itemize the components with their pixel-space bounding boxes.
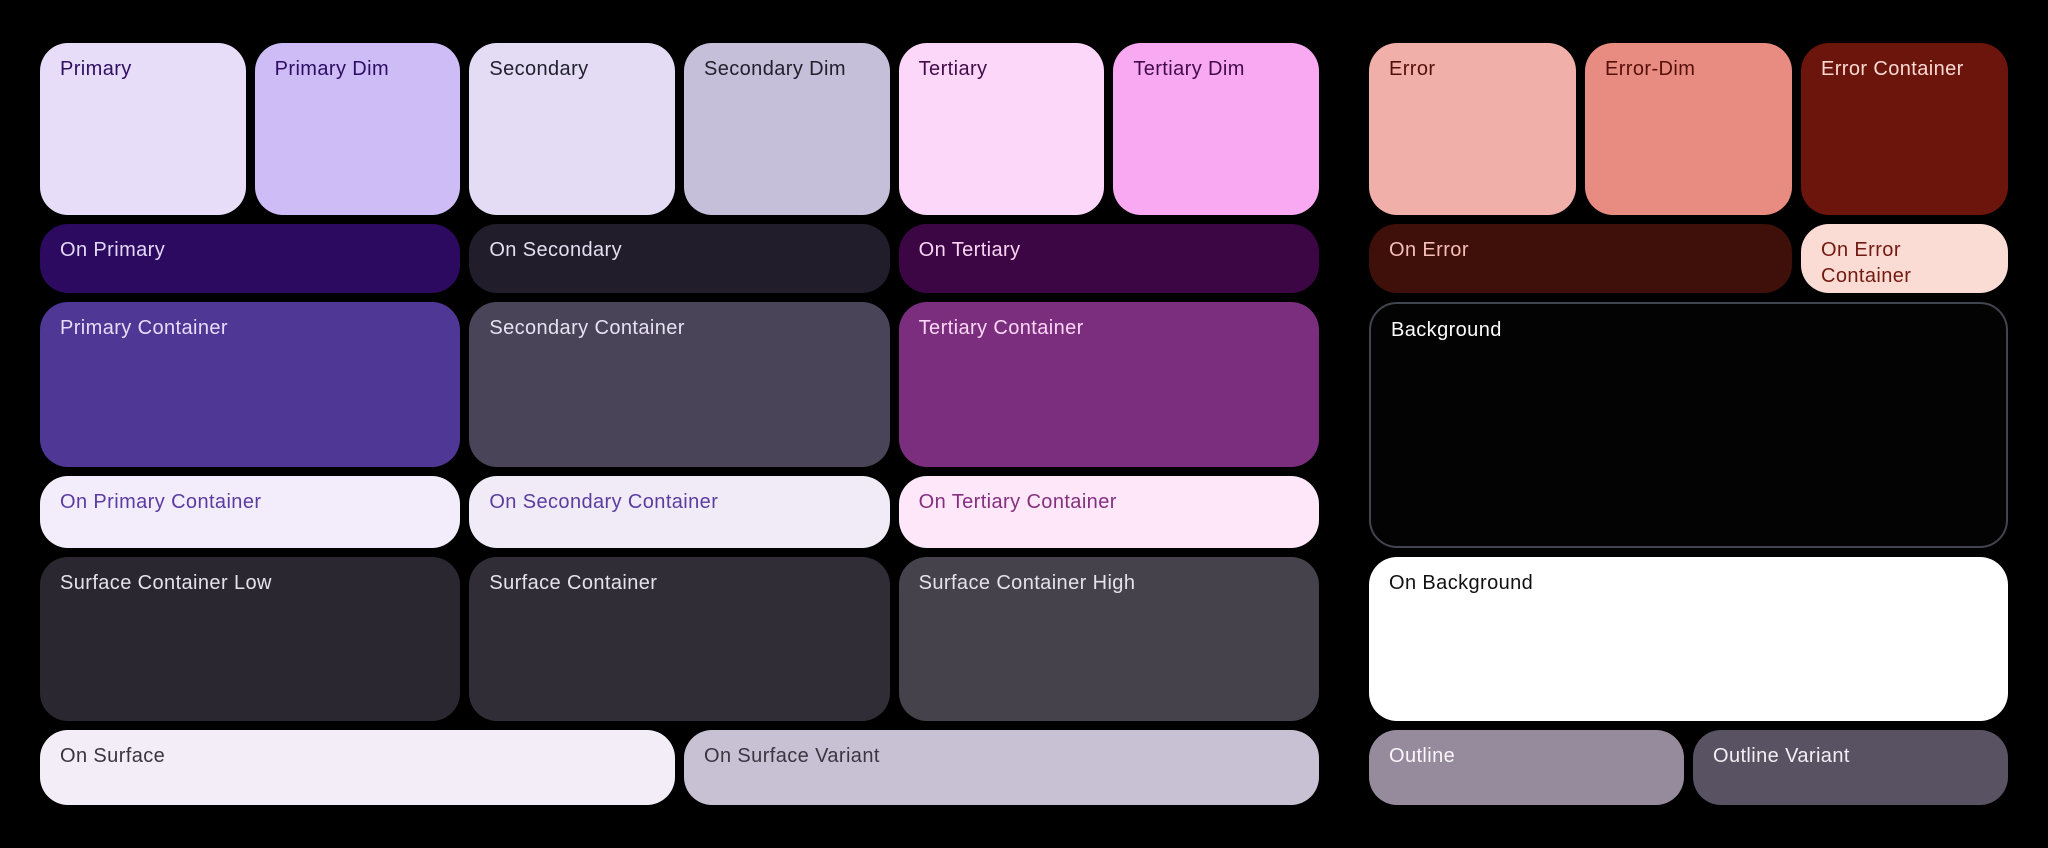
swatch-primary-container-label: Primary Container: [60, 317, 228, 339]
swatch-error-label: Error: [1389, 58, 1436, 80]
swatch-surface-container-label: Surface Container: [489, 572, 658, 594]
swatch-on-surface-variant-label: On Surface Variant: [704, 745, 880, 767]
swatch-secondary-label: Secondary: [489, 58, 589, 80]
theme-palette-main-section: Primary Primary Dim Secondary Secondary …: [40, 43, 1319, 805]
swatch-on-error-container: On Error Container: [1801, 224, 2008, 293]
swatch-outline: Outline: [1369, 730, 1684, 805]
swatch-on-secondary-label: On Secondary: [489, 239, 622, 261]
swatch-on-primary-label: On Primary: [60, 239, 166, 261]
swatch-surface-container-low-label: Surface Container Low: [60, 572, 272, 594]
swatch-on-primary-container-label: On Primary Container: [60, 491, 262, 513]
swatch-secondary-dim-label: Secondary Dim: [704, 58, 846, 80]
swatch-on-tertiary-label: On Tertiary: [918, 239, 1021, 261]
swatch-on-error-container-label: On Error Container: [1821, 239, 1912, 288]
swatch-error-dim: Error-Dim: [1585, 43, 1792, 215]
swatch-secondary-container-label: Secondary Container: [489, 317, 685, 339]
swatch-background: Background: [1369, 302, 2008, 548]
swatch-on-surface-variant: On Surface Variant: [684, 730, 1319, 805]
swatch-on-error: On Error: [1369, 224, 1792, 293]
swatch-on-primary-container: On Primary Container: [40, 476, 461, 548]
swatch-surface-container-high: Surface Container High: [898, 557, 1319, 721]
swatch-error-dim-label: Error-Dim: [1605, 58, 1696, 80]
swatch-error: Error: [1369, 43, 1576, 215]
swatch-on-tertiary-container: On Tertiary Container: [898, 476, 1319, 548]
swatch-on-surface: On Surface: [40, 730, 675, 805]
swatch-on-surface-label: On Surface: [60, 745, 166, 767]
swatch-primary-dim: Primary Dim: [254, 43, 461, 215]
swatch-outline-variant-label: Outline Variant: [1713, 745, 1850, 767]
swatch-tertiary-dim-label: Tertiary Dim: [1133, 58, 1245, 80]
swatch-outline-label: Outline: [1389, 745, 1456, 767]
swatch-primary-dim-label: Primary Dim: [274, 58, 390, 80]
swatch-on-secondary-container: On Secondary Container: [469, 476, 890, 548]
swatch-on-tertiary: On Tertiary: [898, 224, 1319, 293]
swatch-on-background: On Background: [1369, 557, 2008, 721]
swatch-on-error-label: On Error: [1389, 239, 1469, 261]
swatch-on-secondary: On Secondary: [469, 224, 890, 293]
swatch-error-container: Error Container: [1801, 43, 2008, 215]
swatch-on-primary: On Primary: [40, 224, 461, 293]
swatch-tertiary: Tertiary: [898, 43, 1105, 215]
outline-row: Outline Outline Variant: [1369, 730, 2008, 805]
swatch-tertiary-container: Tertiary Container: [898, 302, 1319, 467]
swatch-on-secondary-container-label: On Secondary Container: [489, 491, 719, 513]
swatch-primary-label: Primary: [60, 58, 132, 80]
swatch-secondary-dim: Secondary Dim: [684, 43, 890, 215]
swatch-primary: Primary: [40, 43, 246, 215]
swatch-tertiary-label: Tertiary: [918, 58, 988, 80]
swatch-on-background-label: On Background: [1389, 572, 1534, 594]
swatch-secondary-container: Secondary Container: [469, 302, 890, 467]
swatch-outline-variant: Outline Variant: [1693, 730, 2008, 805]
swatch-error-container-label: Error Container: [1821, 58, 1964, 80]
theme-palette-error-neutral-section: Error Error-Dim Error Container On Error…: [1369, 43, 2008, 805]
swatch-background-label: Background: [1391, 319, 1502, 341]
swatch-primary-container: Primary Container: [40, 302, 461, 467]
swatch-secondary: Secondary: [469, 43, 675, 215]
swatch-on-tertiary-container-label: On Tertiary Container: [918, 491, 1117, 513]
swatch-tertiary-dim: Tertiary Dim: [1113, 43, 1319, 215]
swatch-surface-container-low: Surface Container Low: [40, 557, 461, 721]
swatch-tertiary-container-label: Tertiary Container: [918, 317, 1084, 339]
swatch-surface-container-high-label: Surface Container High: [918, 572, 1136, 594]
swatch-surface-container: Surface Container: [469, 557, 890, 721]
